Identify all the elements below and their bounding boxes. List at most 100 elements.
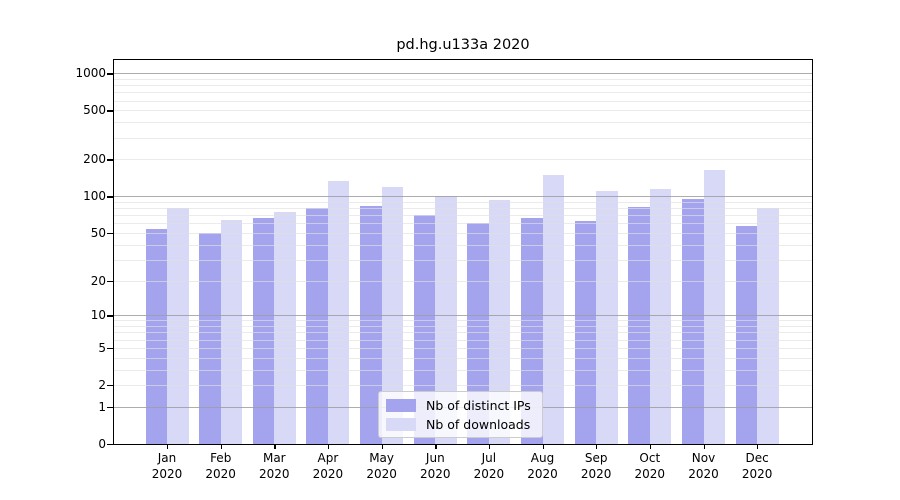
- major-gridline: [114, 73, 812, 75]
- bar-distinct-ips-mar: [252, 217, 275, 444]
- x-tick-label-line: 2020: [420, 467, 451, 481]
- y-tick-mark: [107, 233, 113, 235]
- legend-swatch-distinct-ips: [386, 398, 416, 412]
- x-tick-label: Apr 2020: [296, 450, 360, 482]
- y-tick-label: 50: [90, 226, 106, 240]
- bar-downloads-nov: [703, 169, 725, 444]
- legend-label-downloads: Nb of downloads: [426, 416, 531, 432]
- y-tick-label: 2: [98, 378, 106, 392]
- x-tick-label-line: 2020: [312, 467, 344, 481]
- x-tick-label-line: Apr: [317, 451, 339, 465]
- x-tick-mark: [757, 444, 759, 449]
- bar-downloads-mar: [274, 211, 296, 444]
- x-tick-label: Dec 2020: [725, 450, 789, 482]
- y-tick-label: 1000: [75, 66, 106, 81]
- x-tick-label-line: Jul: [481, 451, 497, 465]
- x-tick-label-line: Oct: [639, 451, 661, 465]
- minor-gridline: [114, 159, 812, 161]
- x-tick-mark: [381, 444, 383, 449]
- y-tick-mark: [107, 280, 113, 282]
- y-tick-label: 500: [83, 103, 106, 118]
- x-tick-mark: [220, 444, 222, 449]
- y-tick-label: 20: [90, 273, 106, 288]
- x-tick-label: Aug 2020: [511, 450, 575, 482]
- bar-distinct-ips-dec: [735, 226, 758, 444]
- x-tick-label: Jun 2020: [403, 450, 467, 482]
- x-tick-mark: [703, 444, 705, 449]
- bar-downloads-dec: [757, 207, 779, 444]
- y-tick-mark: [107, 444, 113, 446]
- minor-gridline: [114, 100, 812, 102]
- x-tick-label-line: 2020: [259, 467, 290, 481]
- bar-downloads-sep: [596, 191, 618, 444]
- minor-gridline: [114, 78, 812, 80]
- x-tick-label: Mar 2020: [242, 450, 306, 482]
- x-tick-mark: [649, 444, 652, 449]
- legend: Nb of distinct IPs Nb of downloads: [378, 391, 543, 438]
- x-tick-label-line: Aug: [530, 451, 555, 465]
- y-tick-mark: [107, 196, 113, 198]
- bar-downloads-oct: [649, 189, 672, 444]
- x-tick-label-line: 2020: [473, 467, 505, 481]
- x-tick-label-line: Nov: [691, 451, 716, 465]
- x-tick-label-line: 2020: [688, 467, 719, 481]
- x-tick-label-line: Jun: [425, 451, 445, 465]
- y-tick-mark: [107, 406, 113, 409]
- y-tick-mark: [107, 347, 113, 350]
- x-tick-label: Sep 2020: [564, 450, 628, 482]
- bar-downloads-jan: [167, 208, 189, 444]
- x-tick-label: Nov 2020: [672, 450, 736, 482]
- bar-distinct-ips-jan: [145, 229, 167, 444]
- bar-distinct-ips-feb: [199, 233, 221, 444]
- bar-downloads-aug: [542, 175, 565, 444]
- x-tick-label: Jul 2020: [457, 450, 521, 482]
- x-tick-label-line: 2020: [527, 467, 558, 481]
- x-tick-mark: [542, 444, 544, 449]
- legend-label-distinct-ips: Nb of distinct IPs: [426, 397, 531, 413]
- minor-gridline: [114, 137, 812, 139]
- y-tick-mark: [107, 73, 113, 75]
- bar-downloads-jun: [435, 196, 457, 444]
- bar-distinct-ips-may: [360, 206, 382, 444]
- bar-distinct-ips-oct: [628, 206, 650, 444]
- x-tick-mark: [488, 444, 491, 449]
- bar-downloads-feb: [220, 220, 243, 444]
- legend-item-distinct-ips: Nb of distinct IPs: [386, 398, 535, 413]
- y-tick-label: 0: [98, 437, 106, 451]
- x-tick-label-line: Mar: [262, 451, 286, 465]
- x-tick-label-line: Sep: [584, 451, 608, 465]
- bar-distinct-ips-apr: [306, 208, 328, 444]
- y-tick-label: 5: [98, 340, 106, 355]
- y-tick-mark: [107, 385, 113, 387]
- x-tick-label: Oct 2020: [618, 450, 682, 482]
- x-tick-label-line: 2020: [205, 467, 236, 481]
- chart-title: pd.hg.u133a 2020: [396, 37, 530, 53]
- minor-gridline: [114, 85, 812, 87]
- y-tick-label: 200: [83, 152, 106, 167]
- x-tick-label-line: Feb: [210, 451, 232, 465]
- x-tick-label-line: Dec: [745, 451, 769, 465]
- minor-gridline: [114, 122, 812, 124]
- bar-downloads-jul: [488, 200, 511, 444]
- bar-distinct-ips-jun: [413, 215, 436, 444]
- y-tick-label: 10: [90, 308, 106, 323]
- minor-gridline: [114, 92, 812, 94]
- bar-distinct-ips-aug: [521, 217, 543, 444]
- x-tick-label-line: May: [369, 451, 394, 465]
- x-tick-label-line: 2020: [741, 467, 773, 481]
- y-tick-mark: [107, 159, 113, 161]
- x-tick-label-line: 2020: [366, 467, 397, 481]
- plot-area: [113, 59, 813, 445]
- legend-swatch-downloads: [386, 417, 416, 431]
- bar-distinct-ips-sep: [574, 220, 597, 444]
- y-tick-label: 1: [98, 399, 106, 414]
- x-tick-label-line: Jan: [157, 451, 177, 465]
- x-tick-label-line: 2020: [151, 467, 183, 481]
- minor-gridline: [114, 110, 812, 112]
- x-tick-mark: [435, 444, 437, 449]
- x-tick-label-line: 2020: [634, 467, 666, 481]
- bar-distinct-ips-jul: [467, 223, 489, 444]
- x-tick-mark: [327, 444, 330, 449]
- y-tick-label: 100: [83, 189, 106, 204]
